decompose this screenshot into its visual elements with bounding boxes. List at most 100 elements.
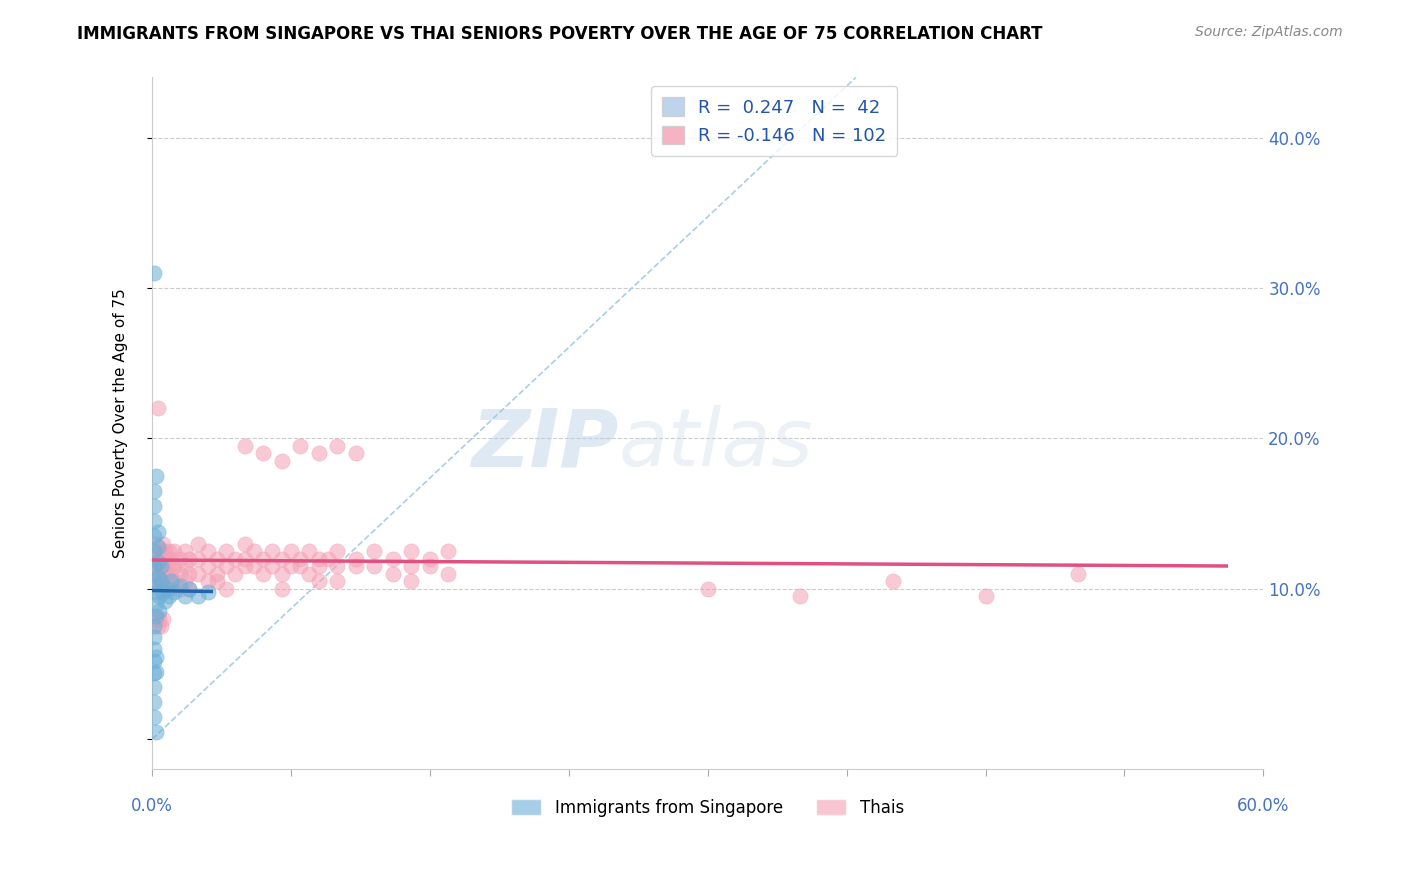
Point bbox=[197, 559, 219, 574]
Text: IMMIGRANTS FROM SINGAPORE VS THAI SENIORS POVERTY OVER THE AGE OF 75 CORRELATION: IMMIGRANTS FROM SINGAPORE VS THAI SENIOR… bbox=[77, 25, 1043, 43]
Point bbox=[177, 566, 200, 581]
Point bbox=[401, 574, 423, 589]
Point bbox=[152, 537, 174, 551]
Point bbox=[142, 642, 165, 657]
Point bbox=[290, 551, 312, 566]
Point bbox=[270, 454, 292, 468]
Point bbox=[308, 574, 330, 589]
Point bbox=[150, 559, 173, 574]
Point bbox=[142, 499, 165, 513]
Point bbox=[146, 524, 169, 539]
Point bbox=[187, 590, 209, 604]
Point bbox=[163, 559, 186, 574]
Point bbox=[159, 574, 181, 589]
Point bbox=[169, 579, 191, 593]
Point bbox=[419, 559, 441, 574]
Point bbox=[142, 709, 165, 723]
Point bbox=[150, 559, 173, 574]
Point bbox=[252, 551, 274, 566]
Point bbox=[142, 619, 165, 633]
Point bbox=[290, 439, 312, 453]
Point bbox=[187, 551, 209, 566]
Point bbox=[197, 574, 219, 589]
Point bbox=[148, 590, 170, 604]
Point bbox=[169, 566, 191, 581]
Point bbox=[205, 551, 228, 566]
Point bbox=[163, 585, 186, 599]
Point bbox=[156, 582, 179, 596]
Point bbox=[146, 401, 169, 416]
Point bbox=[326, 439, 349, 453]
Point bbox=[145, 537, 167, 551]
Point bbox=[153, 544, 176, 558]
Point bbox=[215, 582, 238, 596]
Text: Source: ZipAtlas.com: Source: ZipAtlas.com bbox=[1195, 25, 1343, 39]
Point bbox=[145, 597, 167, 611]
Point bbox=[174, 544, 197, 558]
Point bbox=[419, 551, 441, 566]
Point bbox=[146, 544, 169, 558]
Point bbox=[262, 544, 284, 558]
Point bbox=[401, 559, 423, 574]
Point bbox=[381, 566, 404, 581]
Point bbox=[174, 559, 197, 574]
Point bbox=[174, 574, 197, 589]
Point bbox=[145, 612, 167, 626]
Point bbox=[148, 582, 170, 596]
Point bbox=[326, 544, 349, 558]
Point bbox=[696, 582, 718, 596]
Point bbox=[145, 665, 167, 679]
Point bbox=[363, 544, 385, 558]
Point bbox=[145, 551, 167, 566]
Point bbox=[150, 619, 173, 633]
Point bbox=[152, 582, 174, 596]
Point bbox=[224, 551, 246, 566]
Point bbox=[243, 559, 266, 574]
Point bbox=[142, 574, 165, 589]
Point bbox=[150, 574, 173, 589]
Point bbox=[146, 619, 169, 633]
Point bbox=[142, 654, 165, 668]
Point bbox=[146, 574, 169, 589]
Point bbox=[177, 582, 200, 596]
Point bbox=[363, 559, 385, 574]
Point bbox=[146, 559, 169, 574]
Point bbox=[142, 529, 165, 543]
Point bbox=[163, 574, 186, 589]
Point bbox=[153, 574, 176, 589]
Point bbox=[142, 266, 165, 280]
Point bbox=[152, 566, 174, 581]
Point bbox=[152, 612, 174, 626]
Point bbox=[308, 446, 330, 460]
Point bbox=[187, 566, 209, 581]
Point bbox=[882, 574, 904, 589]
Point bbox=[145, 724, 167, 739]
Point bbox=[187, 537, 209, 551]
Point bbox=[298, 544, 321, 558]
Point bbox=[142, 514, 165, 528]
Text: 0.0%: 0.0% bbox=[131, 797, 173, 815]
Point bbox=[290, 559, 312, 574]
Point bbox=[262, 559, 284, 574]
Y-axis label: Seniors Poverty Over the Age of 75: Seniors Poverty Over the Age of 75 bbox=[114, 288, 128, 558]
Point bbox=[169, 551, 191, 566]
Point bbox=[197, 544, 219, 558]
Point bbox=[401, 544, 423, 558]
Point bbox=[308, 551, 330, 566]
Point bbox=[142, 559, 165, 574]
Point bbox=[150, 544, 173, 558]
Point bbox=[233, 559, 256, 574]
Point bbox=[146, 540, 169, 554]
Point bbox=[142, 680, 165, 694]
Point bbox=[159, 551, 181, 566]
Point bbox=[233, 439, 256, 453]
Point bbox=[270, 582, 292, 596]
Point bbox=[142, 484, 165, 499]
Point bbox=[326, 574, 349, 589]
Point bbox=[205, 566, 228, 581]
Point bbox=[298, 566, 321, 581]
Point bbox=[381, 551, 404, 566]
Point bbox=[177, 551, 200, 566]
Point bbox=[316, 551, 339, 566]
Point bbox=[243, 544, 266, 558]
